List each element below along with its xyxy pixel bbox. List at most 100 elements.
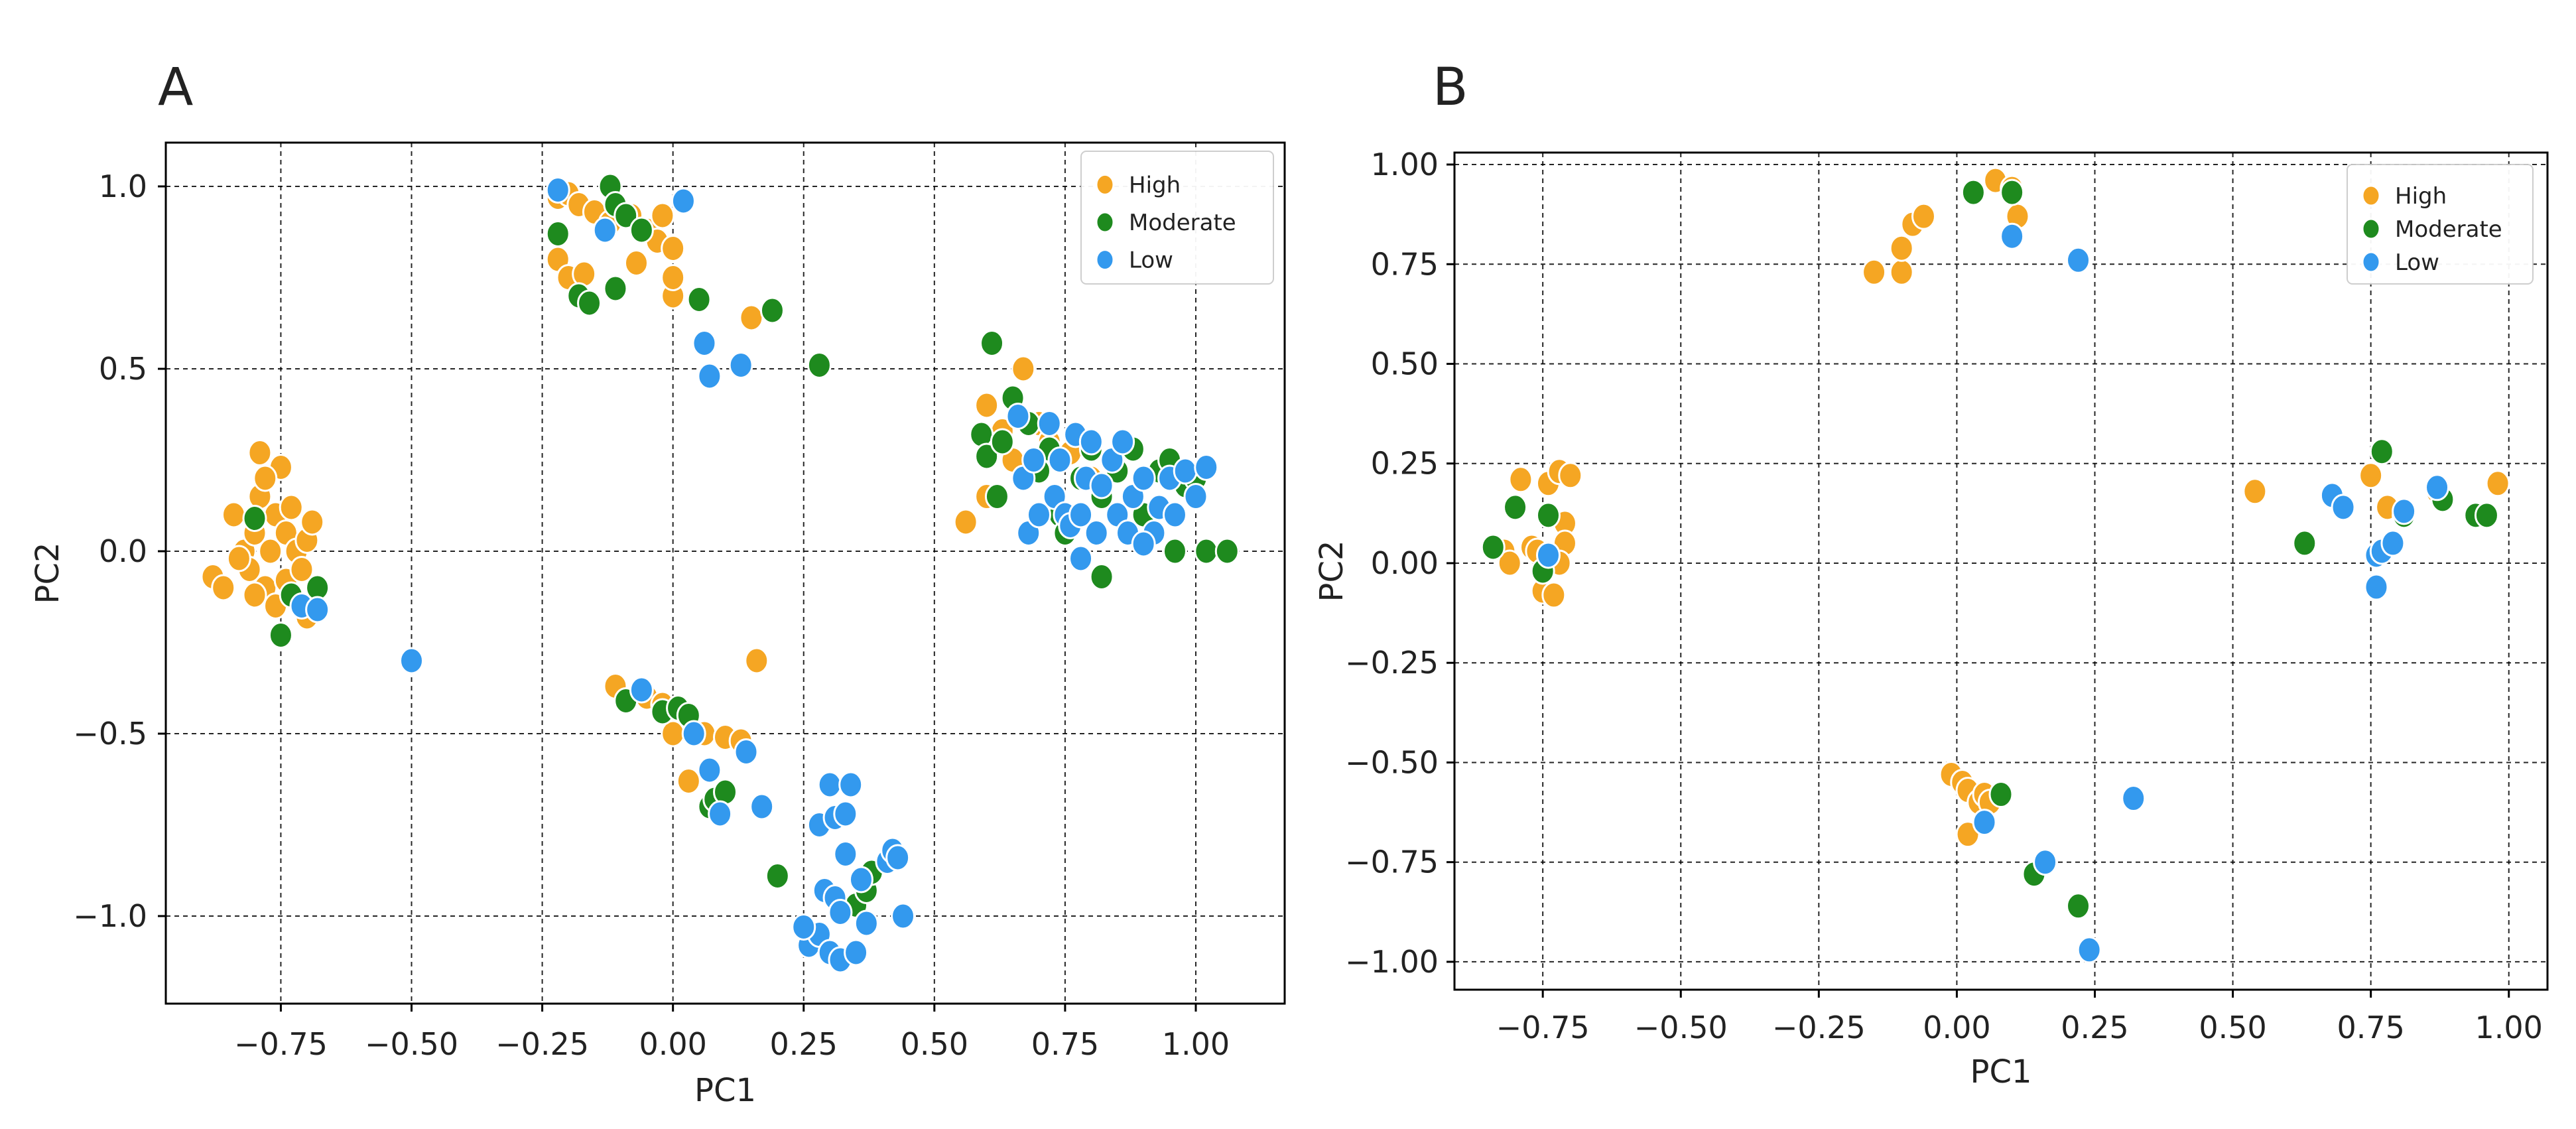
point-moderate bbox=[2369, 438, 2394, 466]
point-moderate bbox=[1503, 494, 1528, 521]
point-low bbox=[1084, 519, 1109, 547]
x-tick-label: −0.50 bbox=[365, 1026, 458, 1062]
point-low bbox=[629, 676, 654, 704]
point-moderate bbox=[1535, 501, 1561, 529]
panel-label-a: A bbox=[158, 58, 193, 117]
point-moderate bbox=[1194, 537, 1219, 565]
point-moderate bbox=[990, 428, 1015, 456]
point-high bbox=[1889, 234, 1914, 262]
legend-marker-low bbox=[1095, 249, 1115, 271]
point-moderate bbox=[759, 297, 785, 324]
plot-frame bbox=[164, 141, 1286, 1005]
point-low bbox=[854, 909, 879, 937]
point-high bbox=[247, 439, 273, 466]
scatter-chart-b: B −0.75 −0.50 −0.25 0.00 0.25 0.50 0.75 1.00 −1.… bbox=[1313, 58, 2549, 1091]
point-high bbox=[226, 545, 251, 572]
point-moderate bbox=[765, 862, 790, 890]
x-tick-label: 1.00 bbox=[1162, 1026, 1230, 1062]
point-low bbox=[891, 902, 916, 930]
x-tick-label: −0.25 bbox=[1772, 1010, 1866, 1045]
point-low bbox=[1047, 446, 1072, 474]
point-low bbox=[2066, 246, 2091, 274]
x-tick-label: −0.75 bbox=[1496, 1010, 1590, 1045]
y-tick-label: −0.50 bbox=[1345, 744, 1439, 780]
point-low bbox=[2364, 573, 2389, 601]
y-tick-label: 0.50 bbox=[1371, 346, 1439, 382]
point-moderate bbox=[2066, 892, 2091, 920]
point-high bbox=[661, 264, 686, 291]
point-low bbox=[734, 738, 759, 765]
point-high bbox=[211, 574, 236, 602]
point-low bbox=[1131, 464, 1156, 492]
point-low bbox=[1131, 530, 1156, 558]
point-high bbox=[1862, 258, 1887, 286]
point-moderate bbox=[1961, 178, 1986, 206]
legend-marker-high bbox=[2361, 184, 2381, 207]
y-tick-label: 0.00 bbox=[1371, 545, 1439, 581]
legend-label-moderate: Moderate bbox=[1129, 210, 1236, 236]
x-axis-label: PC1 bbox=[694, 1072, 756, 1109]
y-tick-label: 1.00 bbox=[1371, 147, 1439, 182]
point-low bbox=[1026, 501, 1051, 529]
point-low bbox=[848, 866, 873, 894]
point-high bbox=[1911, 202, 1936, 230]
point-high bbox=[279, 494, 304, 521]
legend-box bbox=[2347, 164, 2534, 285]
x-tick-label: 0.75 bbox=[1031, 1026, 1099, 1062]
point-low bbox=[1972, 809, 1997, 836]
x-tick-label: 0.50 bbox=[2199, 1010, 2266, 1045]
point-low bbox=[592, 216, 617, 244]
point-moderate bbox=[806, 352, 832, 379]
point-low bbox=[1078, 428, 1104, 456]
point-high bbox=[2485, 470, 2510, 498]
point-moderate bbox=[2474, 501, 2499, 529]
point-high bbox=[289, 556, 314, 583]
point-low bbox=[1535, 541, 1561, 569]
point-high bbox=[744, 647, 769, 675]
y-tick-label: 0.0 bbox=[99, 533, 147, 569]
point-moderate bbox=[1480, 533, 1506, 561]
point-moderate bbox=[980, 330, 1005, 357]
point-high bbox=[650, 202, 675, 230]
point-low bbox=[1037, 410, 1062, 437]
point-low bbox=[1173, 457, 1198, 485]
x-tick-label: 0.25 bbox=[770, 1026, 838, 1062]
point-moderate bbox=[613, 202, 639, 230]
panel-label-b: B bbox=[1433, 58, 1468, 117]
point-low bbox=[2392, 498, 2417, 525]
point-low bbox=[545, 176, 570, 204]
point-moderate bbox=[545, 220, 570, 247]
point-low bbox=[697, 756, 722, 784]
point-high bbox=[1497, 549, 1522, 577]
y-tick-label: 1.0 bbox=[99, 168, 147, 204]
legend-marker-low bbox=[2361, 251, 2381, 273]
y-axis-label: PC2 bbox=[29, 543, 66, 604]
point-low bbox=[697, 362, 722, 390]
y-tick-label: 0.75 bbox=[1371, 246, 1439, 282]
y-tick-label: −0.25 bbox=[1345, 645, 1439, 681]
point-high bbox=[1508, 466, 1533, 494]
y-tick-label: −0.5 bbox=[73, 716, 147, 752]
point-low bbox=[692, 330, 717, 357]
y-tick-label: 0.25 bbox=[1371, 446, 1439, 482]
point-moderate bbox=[629, 216, 654, 244]
point-high bbox=[1011, 355, 1036, 383]
point-high bbox=[258, 537, 283, 565]
point-high bbox=[623, 249, 649, 277]
scatter-chart-a: A −0.75 −0.50 −0.25 0.00 0.25 0.50 0.75 1.00 −1.… bbox=[29, 58, 1286, 1109]
point-moderate bbox=[268, 622, 293, 649]
point-low bbox=[1194, 454, 1219, 481]
point-low bbox=[708, 800, 733, 828]
point-moderate bbox=[2000, 178, 2025, 206]
plot-frame bbox=[1453, 151, 2549, 991]
legend-box bbox=[1080, 151, 1274, 285]
point-low bbox=[2425, 474, 2450, 501]
point-low bbox=[728, 352, 753, 379]
point-low bbox=[833, 840, 858, 868]
point-low bbox=[1183, 483, 1208, 510]
legend-label-low: Low bbox=[1129, 247, 1173, 274]
legend-label-high: High bbox=[2395, 183, 2447, 210]
point-moderate bbox=[242, 505, 267, 532]
x-tick-label: 0.00 bbox=[639, 1026, 706, 1062]
legend-label-high: High bbox=[1129, 172, 1181, 198]
